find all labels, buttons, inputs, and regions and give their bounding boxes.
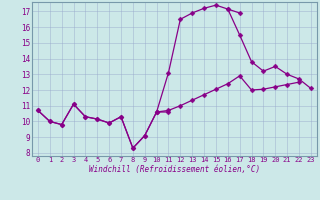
X-axis label: Windchill (Refroidissement éolien,°C): Windchill (Refroidissement éolien,°C)	[89, 165, 260, 174]
